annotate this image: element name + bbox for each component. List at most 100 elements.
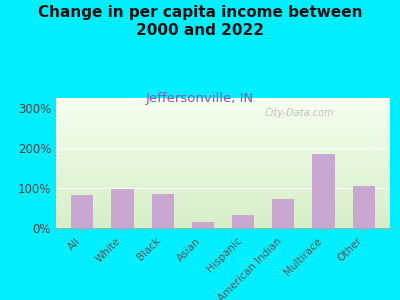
Bar [56,188,390,189]
Bar [56,180,390,181]
Bar [56,221,390,223]
Bar [56,210,390,211]
Bar [56,165,390,167]
Bar [56,161,390,163]
Bar [56,137,390,138]
Bar [56,129,390,130]
Bar [56,207,390,208]
Bar [272,199,294,228]
Bar [232,215,254,228]
Bar [56,105,390,106]
Bar [56,143,390,145]
Bar [56,173,390,175]
Bar [56,146,390,147]
Bar [312,154,335,228]
Bar [56,212,390,214]
Bar [56,112,390,113]
Bar [56,199,390,201]
Bar [56,138,390,139]
Bar [56,225,390,227]
Bar [56,171,390,172]
Bar [56,106,390,108]
Bar [56,142,390,143]
Bar [56,113,390,115]
Bar [56,148,390,150]
Bar [56,201,390,202]
Bar [56,116,390,117]
Bar [56,167,390,168]
Text: City-Data.com: City-Data.com [265,108,335,118]
Bar [56,181,390,182]
Bar [56,122,390,124]
Bar [56,224,390,225]
Bar [56,194,390,195]
Bar [152,194,174,228]
Bar [56,197,390,198]
Bar [56,205,390,206]
Bar [56,227,390,228]
Bar [56,190,390,191]
Bar [56,168,390,169]
Bar [56,220,390,221]
Bar [56,118,390,120]
Bar [56,160,390,161]
Bar [56,100,390,101]
Bar [56,120,390,121]
Bar [56,223,390,224]
Bar [56,130,390,131]
Bar [56,176,390,177]
Bar [56,155,390,156]
Text: Change in per capita income between
2000 and 2022: Change in per capita income between 2000… [38,4,362,38]
Bar [56,186,390,188]
Bar [56,214,390,215]
Bar [56,185,390,186]
Bar [56,141,390,142]
Bar [56,211,390,212]
Bar [56,126,390,128]
Bar [56,206,390,207]
Bar [56,147,390,148]
Bar [56,98,390,99]
Bar [56,182,390,184]
Bar [56,195,390,197]
Bar [56,172,390,173]
Bar [56,202,390,203]
Bar [56,139,390,141]
Bar [56,134,390,135]
Bar [56,169,390,171]
Bar [56,133,390,134]
Bar [56,145,390,146]
Bar [56,117,390,118]
Bar [56,150,390,151]
Bar [56,104,390,105]
Bar [56,135,390,137]
Bar [56,178,390,180]
Bar [56,152,390,154]
Bar [56,101,390,103]
Bar [56,218,390,219]
Bar [56,198,390,199]
Bar [56,131,390,133]
Bar [56,184,390,185]
Bar [56,203,390,205]
Bar [56,103,390,104]
Bar [56,208,390,210]
Bar [56,124,390,125]
Bar [56,193,390,194]
Bar [71,195,93,228]
Bar [56,121,390,122]
Bar [56,99,390,100]
Bar [56,159,390,160]
Bar [56,128,390,129]
Bar [56,175,390,176]
Text: Jeffersonville, IN: Jeffersonville, IN [146,92,254,104]
Bar [56,191,390,193]
Bar [56,163,390,164]
Bar [56,109,390,111]
Bar [192,222,214,228]
Bar [56,108,390,109]
Bar [56,156,390,158]
Bar [56,115,390,116]
Bar [56,216,390,217]
Bar [56,219,390,220]
